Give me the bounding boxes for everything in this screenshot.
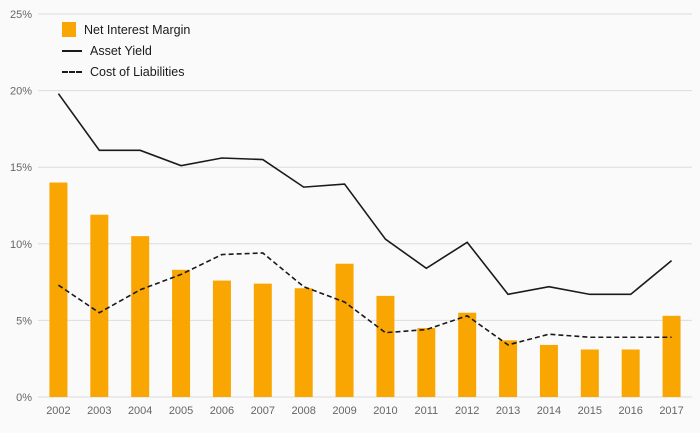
legend-label-net-interest-margin: Net Interest Margin: [84, 22, 191, 37]
svg-text:15%: 15%: [10, 162, 32, 174]
svg-text:2002: 2002: [46, 405, 70, 417]
legend-label-cost-of-liabilities: Cost of Liabilities: [90, 65, 185, 79]
svg-text:2003: 2003: [87, 405, 111, 417]
svg-text:10%: 10%: [10, 239, 32, 251]
solid-line-swatch-icon: [62, 50, 82, 52]
legend-item-asset-yield: Asset Yield: [62, 44, 190, 58]
svg-text:2007: 2007: [251, 405, 275, 417]
svg-text:25%: 25%: [10, 9, 32, 21]
svg-text:2013: 2013: [496, 405, 520, 417]
bar-swatch-icon: [62, 22, 76, 37]
svg-text:5%: 5%: [16, 315, 32, 327]
svg-text:2017: 2017: [659, 405, 683, 417]
svg-text:2006: 2006: [210, 405, 234, 417]
legend: Net Interest Margin Asset Yield Cost of …: [62, 22, 190, 79]
svg-text:2011: 2011: [414, 405, 438, 417]
svg-text:2010: 2010: [373, 405, 397, 417]
svg-text:2004: 2004: [128, 405, 152, 417]
legend-item-net-interest-margin: Net Interest Margin: [62, 22, 190, 37]
svg-text:2014: 2014: [537, 405, 561, 417]
legend-item-cost-of-liabilities: Cost of Liabilities: [62, 65, 190, 79]
svg-text:20%: 20%: [10, 86, 32, 98]
svg-text:2012: 2012: [455, 405, 479, 417]
svg-text:2015: 2015: [578, 405, 602, 417]
svg-text:0%: 0%: [16, 392, 32, 404]
svg-text:2009: 2009: [332, 405, 356, 417]
dashed-line-swatch-icon: [62, 71, 82, 73]
svg-text:2008: 2008: [291, 405, 315, 417]
legend-label-asset-yield: Asset Yield: [90, 44, 152, 58]
svg-text:2005: 2005: [169, 405, 193, 417]
svg-text:2016: 2016: [618, 405, 642, 417]
